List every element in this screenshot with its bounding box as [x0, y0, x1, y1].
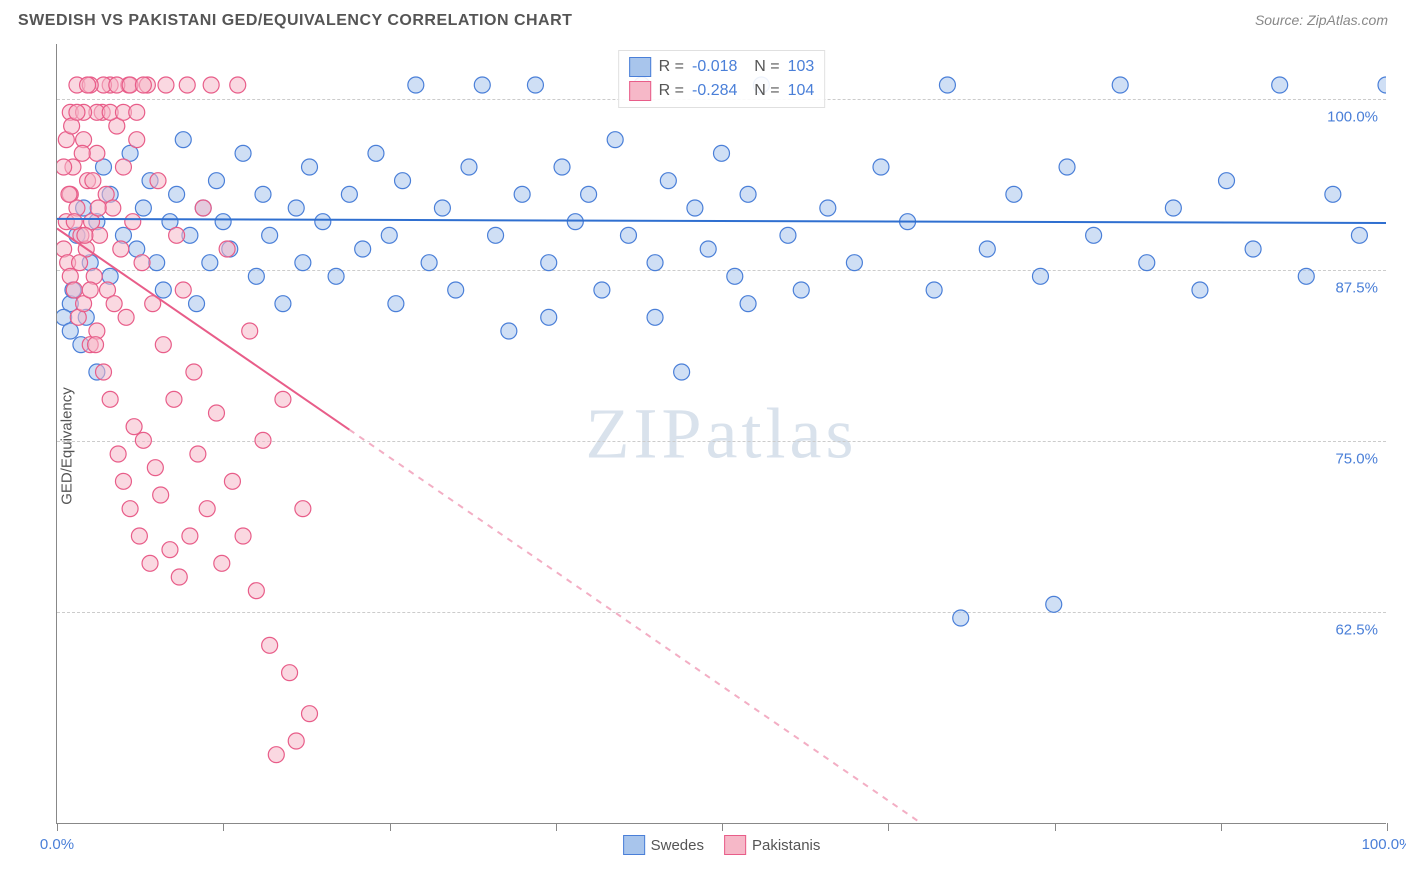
xtick	[1387, 823, 1388, 831]
swatch-swedes	[629, 57, 651, 77]
plot-area: ZIPatlas R = -0.018 N = 103 R = -0.284 N…	[56, 44, 1386, 824]
legend-swatch-pakistanis	[724, 835, 746, 855]
stats-legend: R = -0.018 N = 103 R = -0.284 N = 104	[618, 50, 826, 108]
stats-row-swedes: R = -0.018 N = 103	[629, 55, 815, 79]
series-legend: Swedes Pakistanis	[623, 835, 821, 855]
chart-svg	[57, 44, 1386, 823]
xtick	[1055, 823, 1056, 831]
xtick	[57, 823, 58, 831]
xtick	[390, 823, 391, 831]
legend-item-pakistanis: Pakistanis	[724, 835, 820, 855]
ytick-label: 87.5%	[1335, 279, 1378, 296]
xtick	[888, 823, 889, 831]
xtick	[1221, 823, 1222, 831]
chart-title: SWEDISH VS PAKISTANI GED/EQUIVALENCY COR…	[18, 12, 572, 30]
legend-item-swedes: Swedes	[623, 835, 704, 855]
chart-source: Source: ZipAtlas.com	[1255, 12, 1388, 28]
xtick	[722, 823, 723, 831]
swatch-pakistanis	[629, 81, 651, 101]
xtick	[556, 823, 557, 831]
stats-row-pakistanis: R = -0.284 N = 104	[629, 79, 815, 103]
ytick-label: 62.5%	[1335, 621, 1378, 638]
legend-label-swedes: Swedes	[651, 837, 704, 854]
ytick-label: 100.0%	[1327, 108, 1378, 125]
xtick-label: 0.0%	[40, 836, 74, 853]
legend-label-pakistanis: Pakistanis	[752, 837, 820, 854]
legend-swatch-swedes	[623, 835, 645, 855]
xtick	[223, 823, 224, 831]
ytick-label: 75.0%	[1335, 450, 1378, 467]
xtick-label: 100.0%	[1362, 836, 1406, 853]
chart-header: SWEDISH VS PAKISTANI GED/EQUIVALENCY COR…	[18, 12, 1388, 30]
